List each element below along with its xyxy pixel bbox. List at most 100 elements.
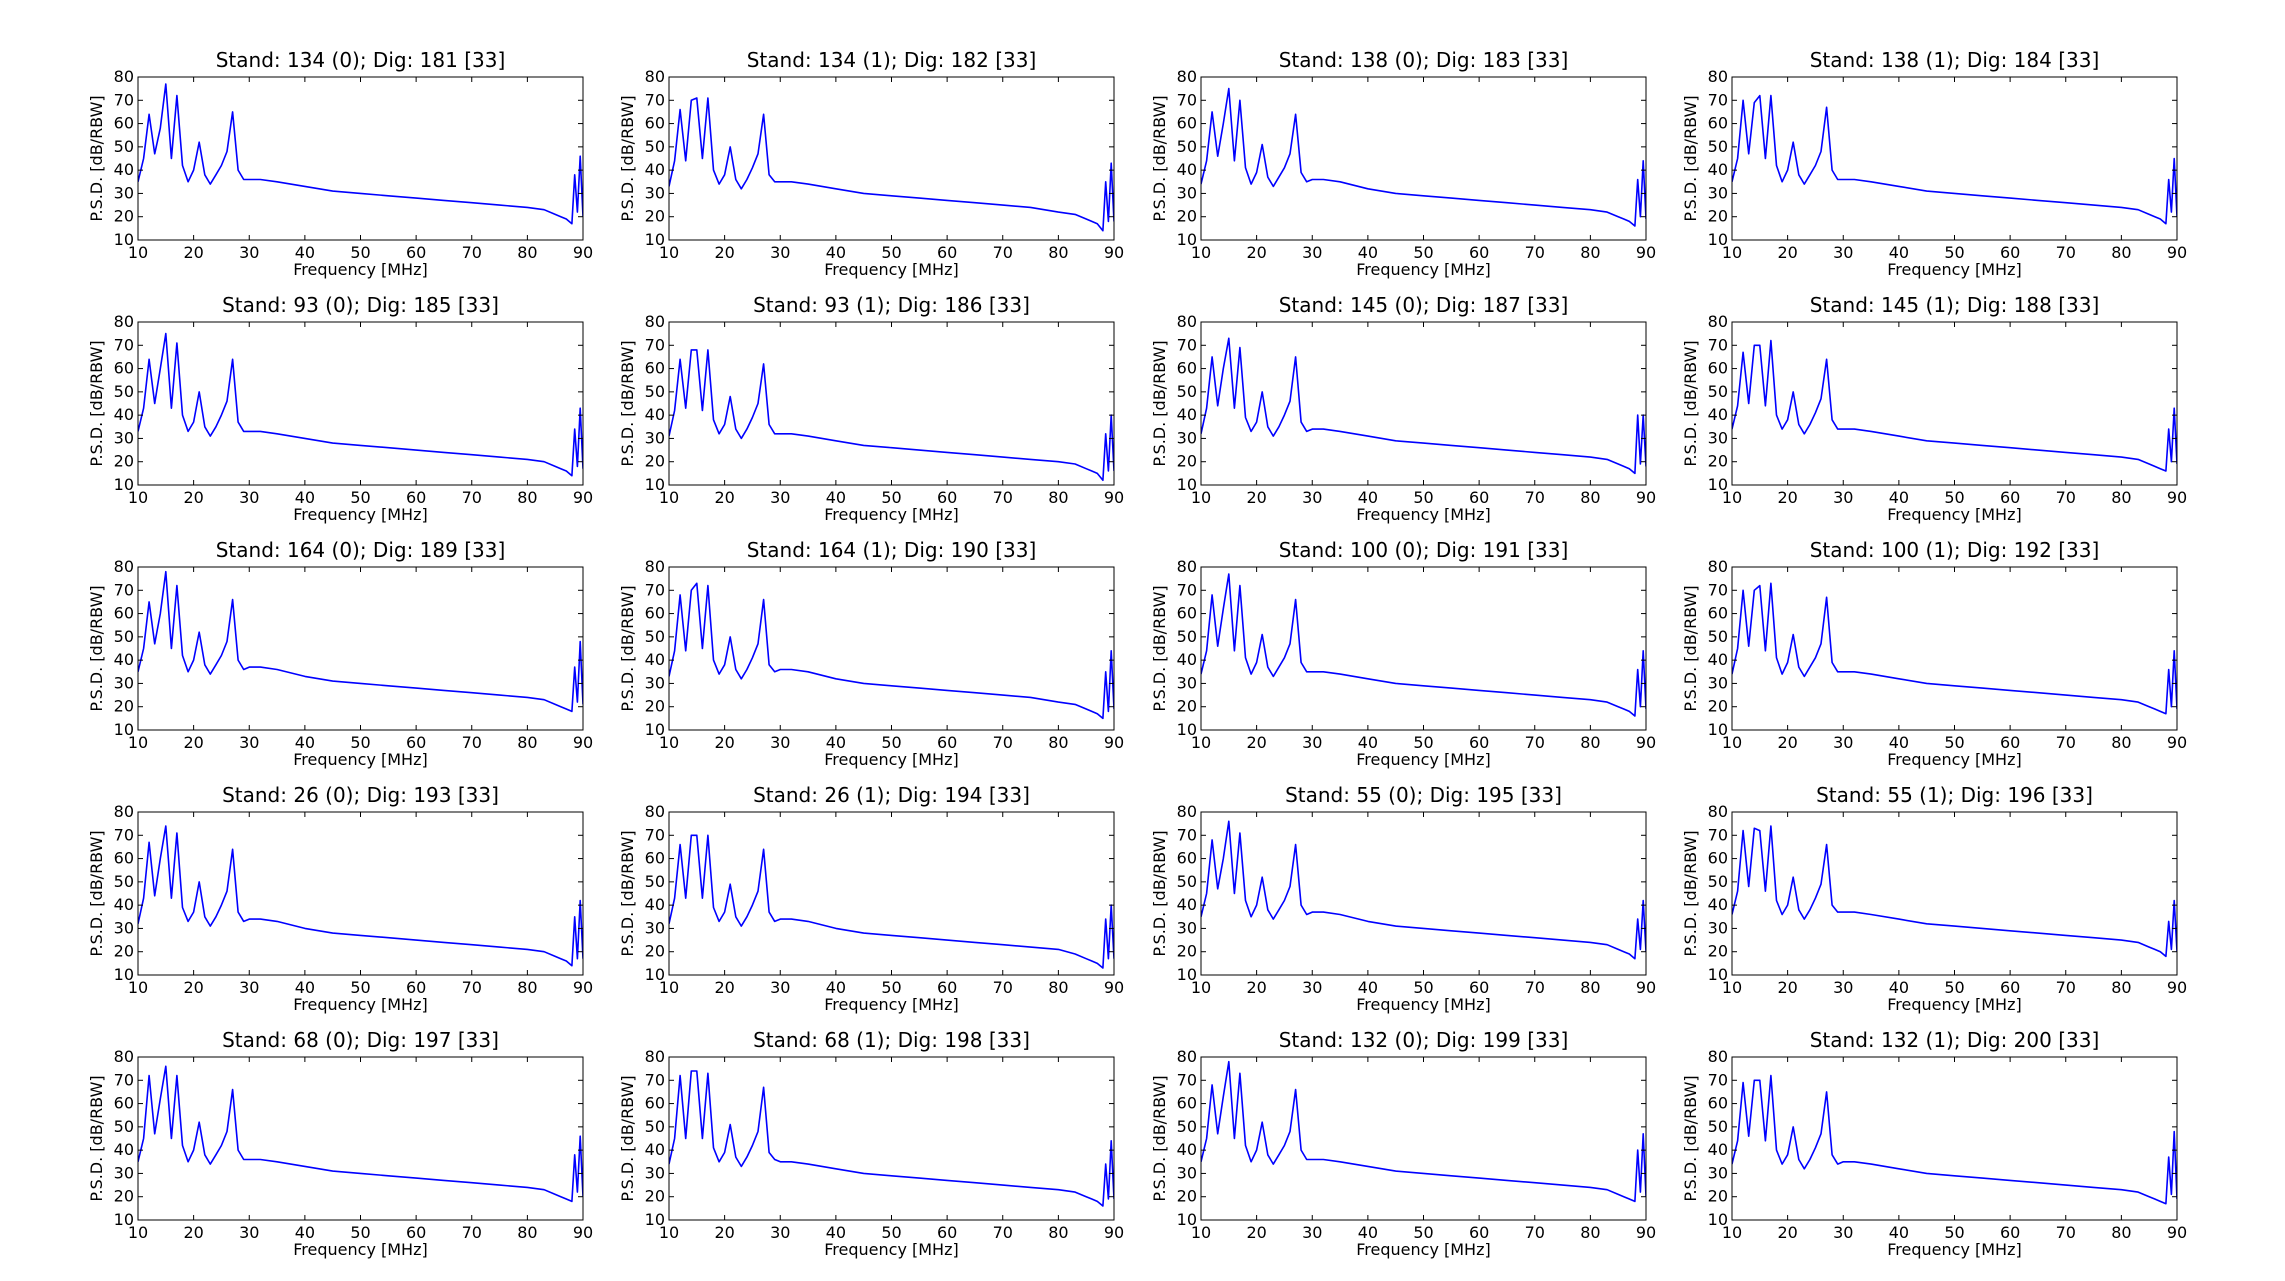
x-tick-label: 30 bbox=[770, 1223, 790, 1242]
x-tick-label: 60 bbox=[1469, 488, 1489, 507]
x-tick-label: 60 bbox=[1469, 1223, 1489, 1242]
y-tick-label: 30 bbox=[645, 918, 665, 937]
psd-panel: Stand: 134 (0); Dig: 181 [33] 10 20 30 40 50 6… bbox=[87, 48, 593, 279]
y-tick-label: 60 bbox=[1177, 114, 1197, 133]
y-tick-label: 50 bbox=[645, 872, 665, 891]
psd-series-line bbox=[669, 582, 1114, 720]
y-tick-label: 40 bbox=[1177, 650, 1197, 669]
panel-title: Stand: 100 (1); Dig: 192 [33] bbox=[1810, 538, 2100, 562]
x-axis-label: Frequency [MHz] bbox=[824, 995, 958, 1014]
y-axis-label: P.S.D. [dB/RBW] bbox=[87, 585, 106, 711]
y-axis-label: P.S.D. [dB/RBW] bbox=[87, 340, 106, 466]
x-tick-label: 80 bbox=[2111, 733, 2131, 752]
y-tick-label: 20 bbox=[1708, 697, 1728, 716]
x-tick-label: 70 bbox=[462, 243, 482, 262]
y-tick-label: 40 bbox=[1177, 405, 1197, 424]
x-tick-label: 30 bbox=[1302, 243, 1322, 262]
x-tick-label: 60 bbox=[2000, 1223, 2020, 1242]
x-tick-label: 70 bbox=[2056, 243, 2076, 262]
y-tick-label: 50 bbox=[645, 627, 665, 646]
x-tick-label: 60 bbox=[1469, 243, 1489, 262]
y-axis-label: P.S.D. [dB/RBW] bbox=[618, 585, 637, 711]
y-tick-label: 10 bbox=[114, 1210, 134, 1229]
x-axis-label: Frequency [MHz] bbox=[824, 505, 958, 524]
x-tick-label: 30 bbox=[1833, 733, 1853, 752]
y-tick-label: 40 bbox=[645, 650, 665, 669]
x-tick-label: 50 bbox=[350, 733, 370, 752]
x-tick-label: 80 bbox=[1580, 243, 1600, 262]
y-axis-label: P.S.D. [dB/RBW] bbox=[1150, 95, 1169, 221]
panel-title: Stand: 93 (1); Dig: 186 [33] bbox=[753, 293, 1030, 317]
x-tick-label: 90 bbox=[1636, 243, 1656, 262]
y-tick-label: 20 bbox=[1177, 207, 1197, 226]
x-axis-label: Frequency [MHz] bbox=[293, 750, 427, 769]
panel-title: Stand: 132 (1); Dig: 200 [33] bbox=[1810, 1028, 2100, 1052]
x-axis-label: Frequency [MHz] bbox=[1356, 1240, 1490, 1259]
x-axis-label: Frequency [MHz] bbox=[1356, 260, 1490, 279]
y-tick-label: 10 bbox=[114, 720, 134, 739]
x-tick-label: 60 bbox=[406, 1223, 426, 1242]
psd-series-line bbox=[669, 1070, 1114, 1207]
y-tick-label: 50 bbox=[1708, 627, 1728, 646]
x-tick-label: 20 bbox=[714, 733, 734, 752]
x-tick-label: 40 bbox=[1358, 488, 1378, 507]
plot-frame bbox=[137, 566, 584, 731]
y-tick-label: 60 bbox=[114, 1094, 134, 1113]
x-tick-label: 60 bbox=[406, 488, 426, 507]
psd-panel: Stand: 26 (1); Dig: 194 [33] 10 20 30 40 50 60… bbox=[618, 783, 1124, 1014]
x-axis-label: Frequency [MHz] bbox=[1356, 995, 1490, 1014]
panel-title: Stand: 93 (0); Dig: 185 [33] bbox=[222, 293, 499, 317]
plot-frame bbox=[1200, 321, 1647, 486]
y-tick-label: 30 bbox=[1177, 183, 1197, 202]
y-tick-label: 20 bbox=[1708, 207, 1728, 226]
y-tick-label: 10 bbox=[645, 475, 665, 494]
x-tick-label: 50 bbox=[350, 488, 370, 507]
panel-title: Stand: 55 (1); Dig: 196 [33] bbox=[1816, 783, 2093, 807]
x-tick-label: 90 bbox=[1104, 733, 1124, 752]
psd-panel: Stand: 93 (0); Dig: 185 [33] 10 20 30 40 50 60… bbox=[87, 293, 593, 524]
y-tick-label: 10 bbox=[114, 230, 134, 249]
psd-series-line bbox=[1732, 1074, 2177, 1205]
x-tick-label: 70 bbox=[1525, 488, 1545, 507]
y-tick-label: 70 bbox=[114, 1070, 134, 1089]
x-tick-label: 50 bbox=[881, 978, 901, 997]
x-tick-label: 70 bbox=[1525, 733, 1545, 752]
x-tick-label: 90 bbox=[573, 1223, 593, 1242]
plot-frame bbox=[1200, 566, 1647, 731]
plot-frame bbox=[1731, 1056, 2178, 1221]
x-tick-label: 50 bbox=[1944, 733, 1964, 752]
psd-series-line bbox=[1201, 573, 1646, 717]
x-tick-label: 40 bbox=[1889, 488, 1909, 507]
y-tick-label: 60 bbox=[114, 359, 134, 378]
y-tick-label: 70 bbox=[114, 825, 134, 844]
x-tick-label: 80 bbox=[1580, 733, 1600, 752]
y-tick-label: 40 bbox=[114, 1140, 134, 1159]
x-tick-label: 50 bbox=[1944, 243, 1964, 262]
psd-series-line bbox=[138, 332, 583, 477]
psd-series-line bbox=[1201, 87, 1646, 227]
x-tick-label: 70 bbox=[1525, 243, 1545, 262]
y-tick-label: 20 bbox=[114, 942, 134, 961]
y-tick-label: 50 bbox=[1708, 1117, 1728, 1136]
y-axis-label: P.S.D. [dB/RBW] bbox=[618, 1075, 637, 1201]
panel-title: Stand: 68 (0); Dig: 197 [33] bbox=[222, 1028, 499, 1052]
y-tick-label: 50 bbox=[114, 627, 134, 646]
psd-panel: Stand: 145 (1); Dig: 188 [33] 10 20 30 40 50 6… bbox=[1681, 293, 2187, 524]
x-tick-label: 90 bbox=[573, 733, 593, 752]
y-axis-label: P.S.D. [dB/RBW] bbox=[1150, 1075, 1169, 1201]
y-tick-label: 60 bbox=[114, 604, 134, 623]
x-tick-label: 80 bbox=[1580, 978, 1600, 997]
y-tick-label: 80 bbox=[114, 312, 134, 331]
plot-frame bbox=[668, 811, 1115, 976]
y-tick-label: 80 bbox=[1708, 312, 1728, 331]
x-tick-label: 60 bbox=[1469, 733, 1489, 752]
y-tick-label: 50 bbox=[114, 872, 134, 891]
x-tick-label: 10 bbox=[659, 1223, 679, 1242]
x-tick-label: 10 bbox=[1191, 243, 1211, 262]
x-tick-label: 30 bbox=[239, 243, 259, 262]
y-tick-label: 60 bbox=[1708, 359, 1728, 378]
y-tick-label: 60 bbox=[1708, 1094, 1728, 1113]
y-tick-label: 60 bbox=[1708, 604, 1728, 623]
y-tick-label: 30 bbox=[1177, 428, 1197, 447]
y-tick-label: 10 bbox=[1708, 965, 1728, 984]
